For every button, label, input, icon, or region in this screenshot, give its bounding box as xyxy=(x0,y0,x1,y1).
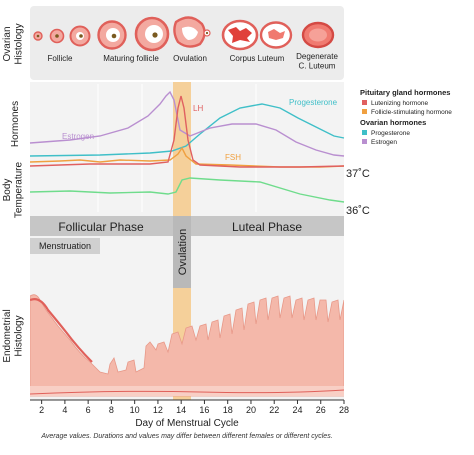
lh-label: LH xyxy=(193,104,203,113)
legend-progesterone-swatch xyxy=(362,130,367,135)
spiral-artery xyxy=(30,389,344,395)
degenerate-corpus-luteum-icon xyxy=(301,21,335,49)
legend-lh-label: Lutenizing hormone xyxy=(371,100,428,107)
footnote: Average values. Durations and values may… xyxy=(40,433,332,440)
x-tick-label: 16 xyxy=(199,405,209,415)
menstruation-bar xyxy=(30,238,100,254)
svg-text:Hormones: Hormones xyxy=(10,101,21,147)
row-label-hormones: Hormones xyxy=(10,101,21,147)
x-tick-label: 12 xyxy=(153,405,163,415)
ovulation-rupture-icon xyxy=(173,16,211,48)
row-label-temperature: BodyTemperature xyxy=(2,161,25,218)
x-tick-label: 24 xyxy=(292,405,302,415)
maturing-follicle-icon xyxy=(97,20,127,50)
progesterone-curve xyxy=(29,103,345,157)
x-tick-label: 18 xyxy=(223,405,233,415)
luteal-phase-bar xyxy=(191,216,344,236)
follicular-phase-bar xyxy=(30,216,173,236)
ovulation-phase-bar xyxy=(173,216,191,288)
lh-curve xyxy=(29,95,345,168)
row-label-endometrial: EndometrialHistology xyxy=(2,309,25,362)
stage-label-follicle: Follicle xyxy=(48,54,73,63)
luteal-phase-label: Luteal Phase xyxy=(232,220,302,234)
endometrium-tissue xyxy=(30,294,344,397)
legend: Pituitary gland hormones Lutenizing horm… xyxy=(360,88,452,146)
hormone-curves xyxy=(29,90,345,168)
legend-fsh-swatch xyxy=(362,109,367,114)
progesterone-label: Progesterone xyxy=(289,98,338,107)
x-tick-label: 22 xyxy=(269,405,279,415)
x-tick-label: 6 xyxy=(86,405,91,415)
basal-layer xyxy=(30,386,344,396)
endometrium xyxy=(30,294,344,397)
x-tick-label: 10 xyxy=(130,405,140,415)
legend-ovarian-title: Ovarian hormones xyxy=(360,118,426,127)
stage-label-maturing-follicle: Maturing follicle xyxy=(103,54,159,63)
x-tick-label: 14 xyxy=(176,405,186,415)
temperature-37-label: 37˚C xyxy=(346,168,370,180)
x-tick-label: 4 xyxy=(62,405,67,415)
hormone-labels: LH FSH Estrogen Progesterone xyxy=(62,98,338,162)
legend-estrogen-label: Estrogen xyxy=(371,139,397,146)
follicle-icon xyxy=(49,28,65,44)
stage-label-ovulation: Ovulation xyxy=(173,54,207,63)
svg-text:Ovulation: Ovulation xyxy=(177,229,189,275)
x-axis-title: Day of Menstrual Cycle xyxy=(135,418,239,429)
x-axis-ticks: 2 4 6 8 10 12 14 16 18 20 22 24 26 28 xyxy=(39,400,349,415)
estrogen-curve xyxy=(29,90,345,157)
temperature-36-label: 36˚C xyxy=(346,205,370,217)
x-tick-label: 20 xyxy=(246,405,256,415)
x-tick-label: 26 xyxy=(316,405,326,415)
follicular-phase-label: Follicular Phase xyxy=(58,220,144,234)
x-tick-label: 8 xyxy=(109,405,114,415)
stage-label-degenerate-corpus-luteum: Degenerate C. Luteum xyxy=(296,52,338,70)
corpus-luteum-late-icon xyxy=(259,21,293,49)
ovary-illustrations xyxy=(33,16,335,52)
follicle-small-icon xyxy=(33,31,43,41)
fsh-label: FSH xyxy=(225,153,241,162)
follicle-medium-icon xyxy=(69,25,91,47)
temperature-curve xyxy=(29,177,345,203)
menstruation-label: Menstruation xyxy=(39,241,91,251)
estrogen-label: Estrogen xyxy=(62,132,94,141)
legend-fsh-label: Follicle-stimulating hormone xyxy=(371,109,452,116)
mature-follicle-icon xyxy=(134,16,170,52)
corpus-luteum-icon xyxy=(221,19,259,51)
svg-text:OvarianHistology: OvarianHistology xyxy=(2,23,25,64)
legend-progesterone-label: Progesterone xyxy=(371,130,410,137)
legend-estrogen-swatch xyxy=(362,139,367,144)
legend-lh-swatch xyxy=(362,100,367,105)
svg-text:BodyTemperature: BodyTemperature xyxy=(2,161,25,218)
spiral-artery-top xyxy=(30,298,93,363)
svg-text:EndometrialHistology: EndometrialHistology xyxy=(2,309,25,362)
row-label-ovarian: OvarianHistology xyxy=(2,23,25,64)
legend-pituitary-title: Pituitary gland hormones xyxy=(360,88,450,97)
x-tick-label: 2 xyxy=(39,405,44,415)
x-tick-label: 28 xyxy=(339,405,349,415)
stage-label-corpus-luteum: Corpus Luteum xyxy=(230,54,285,63)
ovulation-phase-label: Ovulation xyxy=(177,229,189,275)
